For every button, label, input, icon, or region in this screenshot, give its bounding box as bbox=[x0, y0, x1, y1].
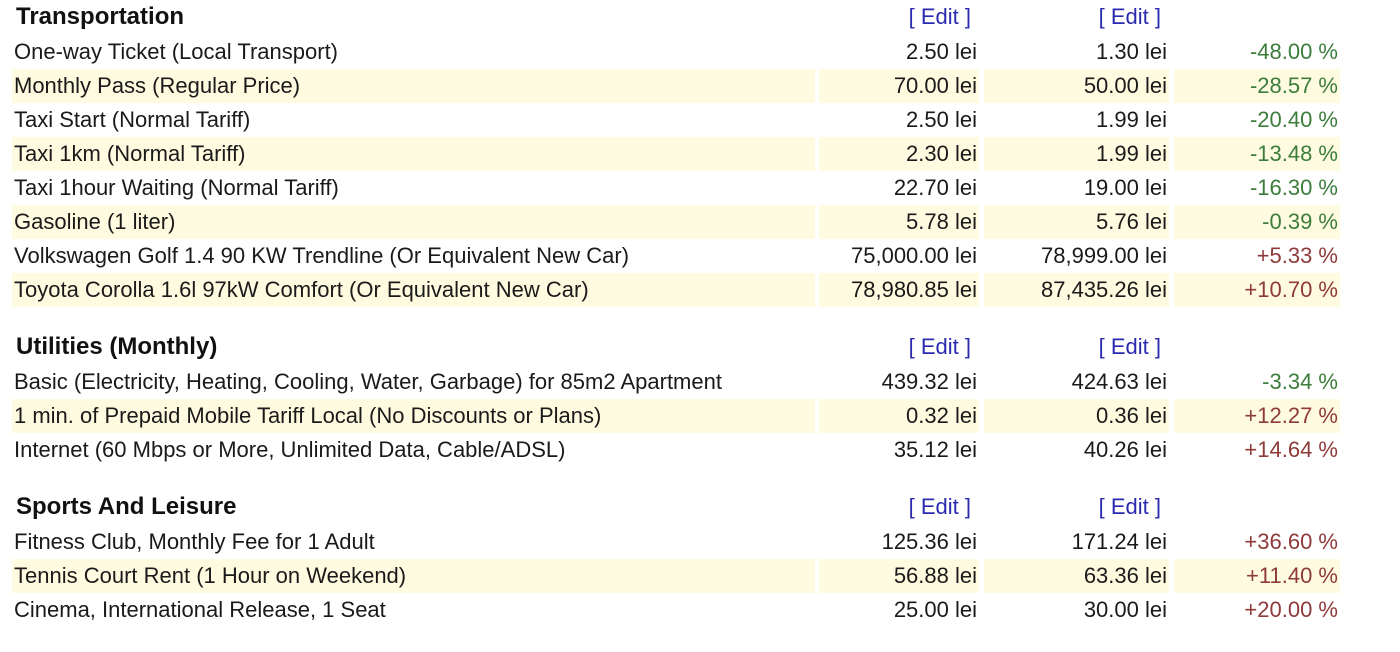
change: +5.33 % bbox=[1256, 243, 1338, 268]
change: +36.60 % bbox=[1244, 529, 1338, 554]
item-label: Gasoline (1 liter) bbox=[12, 205, 815, 239]
edit-link[interactable]: [ Edit ] bbox=[1098, 494, 1161, 519]
change: +20.00 % bbox=[1244, 597, 1338, 622]
item-label: Volkswagen Golf 1.4 90 KW Trendline (Or … bbox=[14, 243, 630, 268]
change: +14.64 % bbox=[1244, 437, 1338, 462]
price: 19.00 lei bbox=[1083, 175, 1167, 200]
price: 1.30 lei bbox=[1096, 39, 1167, 64]
price: 171.24 lei bbox=[1071, 529, 1167, 554]
price: 424.63 lei bbox=[1071, 369, 1167, 394]
item-label: One-way Ticket (Local Transport) bbox=[14, 39, 339, 64]
change: -28.57 % bbox=[1174, 69, 1340, 103]
item-label: 1 min. of Prepaid Mobile Tariff Local (N… bbox=[12, 399, 815, 433]
price: 30.00 lei bbox=[1083, 597, 1167, 622]
price: 63.36 lei bbox=[984, 559, 1169, 593]
item-label: Monthly Pass (Regular Price) bbox=[12, 69, 815, 103]
item-label: Internet (60 Mbps or More, Unlimited Dat… bbox=[14, 437, 566, 462]
change: -16.30 % bbox=[1249, 175, 1338, 200]
item-label: Taxi 1km (Normal Tariff) bbox=[12, 137, 815, 171]
edit-link[interactable]: [ Edit ] bbox=[908, 494, 971, 519]
edit-link[interactable]: [ Edit ] bbox=[1098, 334, 1161, 359]
price: 78,980.85 lei bbox=[819, 273, 979, 307]
section-title: Utilities (Monthly) bbox=[16, 333, 218, 360]
price: 22.70 lei bbox=[893, 175, 977, 200]
price: 40.26 lei bbox=[1083, 437, 1167, 462]
price: 5.78 lei bbox=[819, 205, 979, 239]
change: +12.27 % bbox=[1174, 399, 1340, 433]
change: -48.00 % bbox=[1249, 39, 1338, 64]
change: +10.70 % bbox=[1174, 273, 1340, 307]
change: +11.40 % bbox=[1174, 559, 1340, 593]
item-label: Tennis Court Rent (1 Hour on Weekend) bbox=[12, 559, 815, 593]
price: 25.00 lei bbox=[893, 597, 977, 622]
item-label: Toyota Corolla 1.6l 97kW Comfort (Or Equ… bbox=[12, 273, 815, 307]
section-title: Transportation bbox=[16, 3, 185, 30]
item-label: Taxi 1hour Waiting (Normal Tariff) bbox=[14, 175, 339, 200]
price: 5.76 lei bbox=[984, 205, 1169, 239]
price: 78,999.00 lei bbox=[1041, 243, 1167, 268]
price: 125.36 lei bbox=[881, 529, 977, 554]
change: -13.48 % bbox=[1174, 137, 1340, 171]
change: -3.34 % bbox=[1262, 369, 1338, 394]
item-label: Taxi Start (Normal Tariff) bbox=[14, 107, 251, 132]
price: 75,000.00 lei bbox=[851, 243, 977, 268]
price: 87,435.26 lei bbox=[984, 273, 1169, 307]
price: 56.88 lei bbox=[819, 559, 979, 593]
price: 2.30 lei bbox=[819, 137, 979, 171]
edit-link[interactable]: [ Edit ] bbox=[1098, 4, 1161, 29]
section-title: Sports And Leisure bbox=[16, 493, 237, 520]
price: 2.50 lei bbox=[906, 39, 977, 64]
price: 0.36 lei bbox=[984, 399, 1169, 433]
price: 439.32 lei bbox=[881, 369, 977, 394]
price: 70.00 lei bbox=[819, 69, 979, 103]
price: 1.99 lei bbox=[984, 137, 1169, 171]
price: 50.00 lei bbox=[984, 69, 1169, 103]
price: 35.12 lei bbox=[893, 437, 977, 462]
edit-link[interactable]: [ Edit ] bbox=[908, 334, 971, 359]
change: -0.39 % bbox=[1174, 205, 1340, 239]
change: -20.40 % bbox=[1249, 107, 1338, 132]
price: 0.32 lei bbox=[819, 399, 979, 433]
price: 2.50 lei bbox=[906, 107, 977, 132]
item-label: Basic (Electricity, Heating, Cooling, Wa… bbox=[14, 369, 722, 394]
price: 1.99 lei bbox=[1096, 107, 1167, 132]
item-label: Cinema, International Release, 1 Seat bbox=[14, 597, 386, 622]
item-label: Fitness Club, Monthly Fee for 1 Adult bbox=[14, 529, 375, 554]
edit-link[interactable]: [ Edit ] bbox=[908, 4, 971, 29]
